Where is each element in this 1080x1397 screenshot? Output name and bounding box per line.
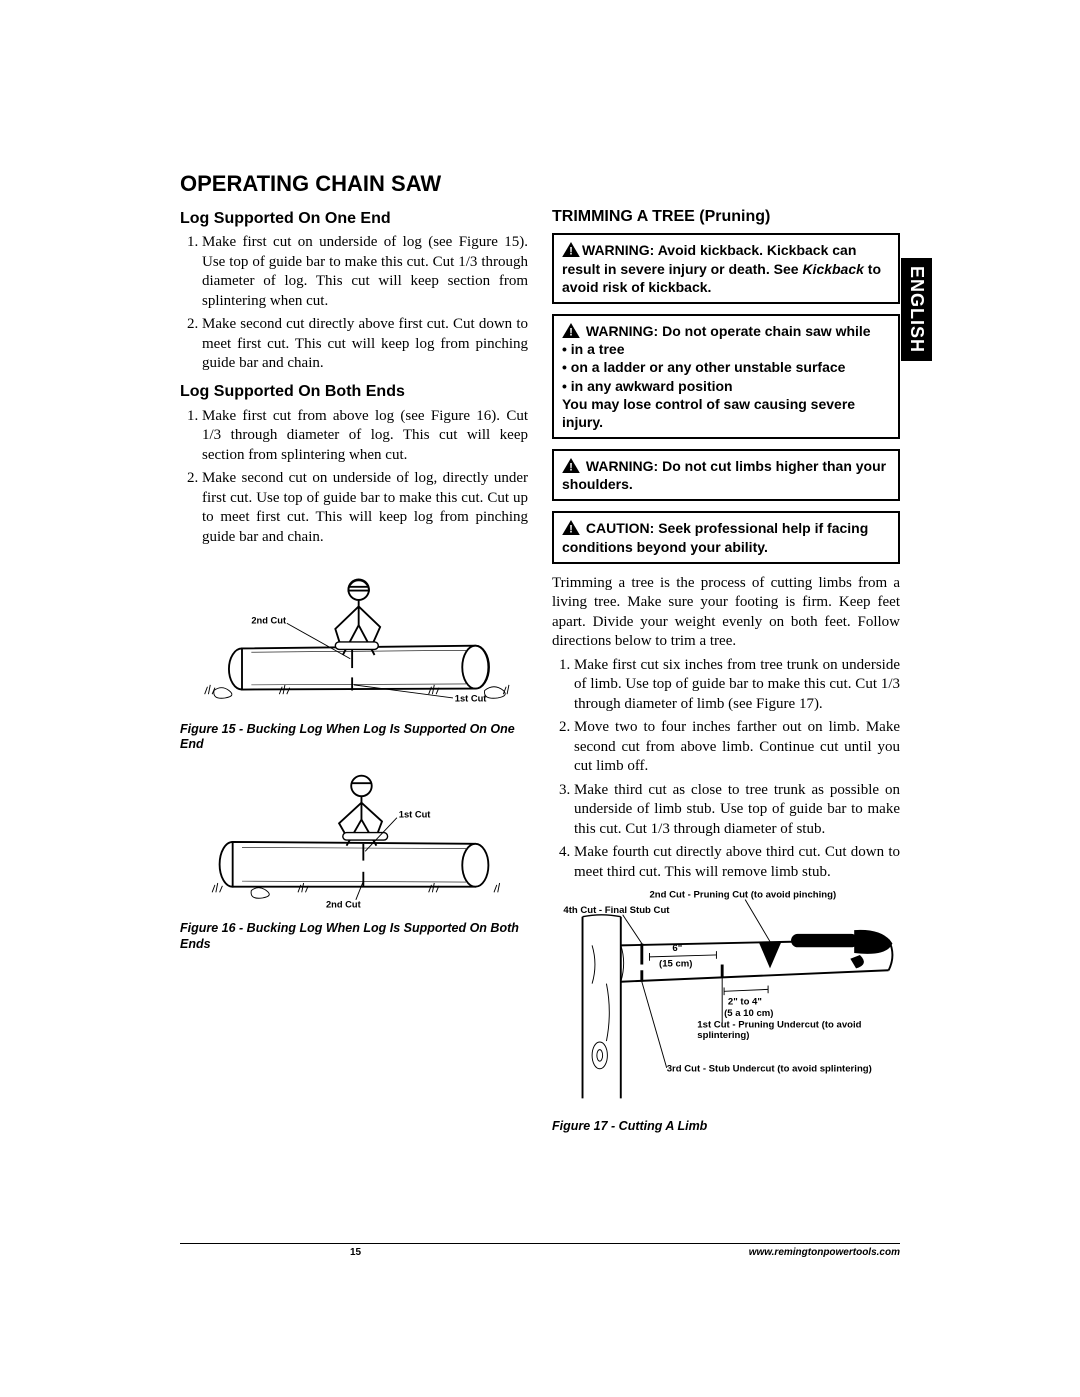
list-item: Make first cut from above log (see Figur… xyxy=(202,407,528,466)
fig16-label-1st: 1st Cut xyxy=(399,810,431,820)
page: ENGLISH OPERATING CHAIN SAW Log Supporte… xyxy=(0,0,1080,1397)
figure-16-caption: Figure 16 - Bucking Log When Log Is Supp… xyxy=(180,921,528,952)
heading-log-one-end: Log Supported On One End xyxy=(180,209,528,230)
figure-15: 2nd Cut 1st Cut Figure 15 - Bucking Log … xyxy=(180,571,528,753)
page-title: OPERATING CHAIN SAW xyxy=(180,170,900,199)
columns: Log Supported On One End Make first cut … xyxy=(180,207,900,1135)
warning-kickback-ref: Kickback xyxy=(802,261,863,277)
heading-trimming: TRIMMING A TREE (Pruning) xyxy=(552,207,900,228)
list-item: in a tree xyxy=(562,340,890,358)
list-both-ends: Make first cut from above log (see Figur… xyxy=(180,407,528,548)
footer: 15 www.remingtonpowertools.com xyxy=(180,1243,900,1259)
list-one-end: Make first cut on underside of log (see … xyxy=(180,233,528,374)
fig17-label-15cm: (15 cm) xyxy=(659,959,692,970)
warning-shoulders: ! WARNING: Do not cut limbs higher than … xyxy=(552,449,900,501)
left-column: Log Supported On One End Make first cut … xyxy=(180,207,528,1135)
svg-text:!: ! xyxy=(569,326,573,338)
fig15-label-1st: 1st Cut xyxy=(455,694,487,704)
list-item: on a ladder or any other unstable surfac… xyxy=(562,358,890,376)
warning-operate-lead: WARNING: Do not operate chain saw while xyxy=(582,323,871,339)
svg-text:!: ! xyxy=(569,461,573,473)
figure-17: 2nd Cut - Pruning Cut (to avoid pinching… xyxy=(552,888,900,1134)
warning-icon: ! xyxy=(562,323,580,338)
list-item: Make first cut on underside of log (see … xyxy=(202,233,528,311)
fig17-label-2nd: 2nd Cut - Pruning Cut (to avoid pinching… xyxy=(649,890,836,901)
list-item: Move two to four inches farther out on l… xyxy=(574,718,900,777)
list-item: Make second cut directly above first cut… xyxy=(202,315,528,374)
list-item: in any awkward position xyxy=(562,377,890,395)
fig17-label-5a10: (5 a 10 cm) xyxy=(724,1009,773,1020)
warning-operate-tail: You may lose control of saw causing seve… xyxy=(562,396,855,430)
fig17-label-4th: 4th Cut - Final Stub Cut xyxy=(563,905,670,916)
warning-icon: ! xyxy=(562,520,580,535)
language-tab: ENGLISH xyxy=(901,258,932,361)
fig17-label-6in: 6" xyxy=(672,943,682,954)
warning-icon: ! xyxy=(562,242,580,257)
fig17-label-2to4: 2" to 4" xyxy=(728,997,762,1008)
fig16-label-2nd: 2nd Cut xyxy=(326,899,361,909)
svg-text:!: ! xyxy=(569,246,573,258)
page-number: 15 xyxy=(180,1246,540,1259)
right-column: TRIMMING A TREE (Pruning) !WARNING: Avoi… xyxy=(552,207,900,1135)
warning-kickback: !WARNING: Avoid kickback. Kickback can r… xyxy=(552,233,900,304)
figure-17-caption: Figure 17 - Cutting A Limb xyxy=(552,1119,900,1135)
caution-professional: ! CAUTION: Seek professional help if fac… xyxy=(552,511,900,563)
list-item: Make fourth cut directly above third cut… xyxy=(574,843,900,882)
figure-15-caption: Figure 15 - Bucking Log When Log Is Supp… xyxy=(180,722,528,753)
figure-16: 1st Cut 2nd Cut Figure 16 - Bucking Log … xyxy=(180,771,528,953)
list-item: Make second cut on underside of log, dir… xyxy=(202,469,528,547)
trim-intro: Trimming a tree is the process of cuttin… xyxy=(552,574,900,652)
warning-operate: ! WARNING: Do not operate chain saw whil… xyxy=(552,314,900,439)
heading-log-both-ends: Log Supported On Both Ends xyxy=(180,382,528,403)
caution-text: CAUTION: Seek professional help if facin… xyxy=(562,520,868,554)
fig17-label-1st: 1st Cut - Pruning Undercut (to avoid spl… xyxy=(697,1020,888,1041)
trim-steps: Make first cut six inches from tree trun… xyxy=(552,656,900,883)
figure-15-illustration: 2nd Cut 1st Cut xyxy=(180,571,528,711)
list-item: Make third cut as close to tree trunk as… xyxy=(574,781,900,840)
fig15-label-2nd: 2nd Cut xyxy=(251,615,286,625)
list-item: Make first cut six inches from tree trun… xyxy=(574,656,900,715)
warning-operate-list: in a tree on a ladder or any other unsta… xyxy=(562,340,890,395)
figure-17-illustration: 2nd Cut - Pruning Cut (to avoid pinching… xyxy=(552,888,900,1108)
warning-shoulders-text: WARNING: Do not cut limbs higher than yo… xyxy=(562,458,886,492)
fig17-label-3rd: 3rd Cut - Stub Undercut (to avoid splint… xyxy=(667,1064,877,1075)
warning-icon: ! xyxy=(562,458,580,473)
figure-16-illustration: 1st Cut 2nd Cut xyxy=(180,771,528,911)
footer-url: www.remingtonpowertools.com xyxy=(749,1246,900,1259)
svg-text:!: ! xyxy=(569,524,573,536)
